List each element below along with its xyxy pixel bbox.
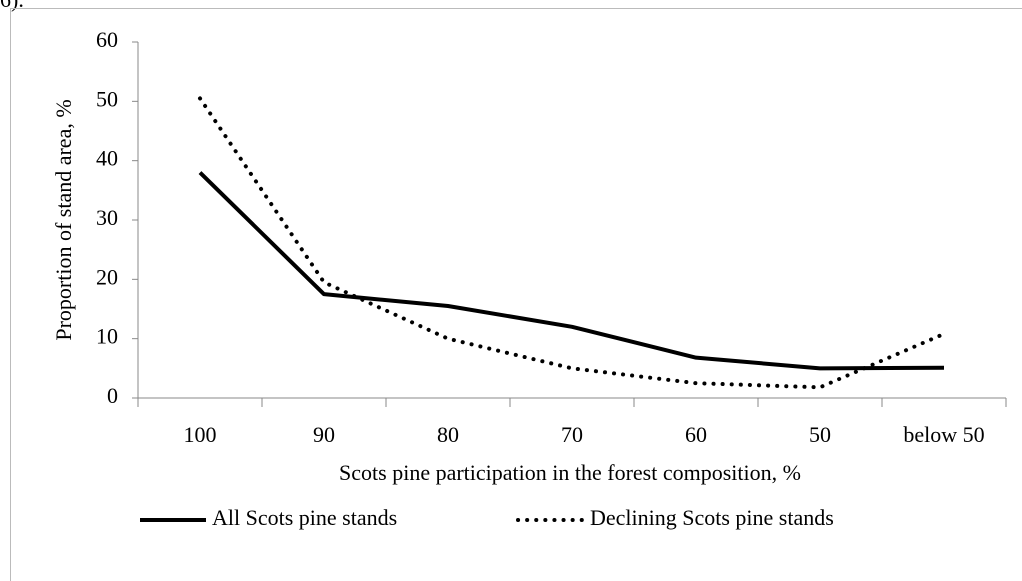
y-tick-label: 20 [96,264,118,289]
x-axis-title: Scots pine participation in the forest c… [339,460,801,485]
y-tick-label: 0 [107,383,118,408]
y-tick-label: 40 [96,146,118,171]
y-tick-label: 50 [96,86,118,111]
x-tick-label: 100 [184,422,217,447]
legend-label: All Scots pine stands [212,505,397,530]
x-tick-label: below 50 [903,422,984,447]
y-tick-label: 60 [96,27,118,52]
caption-fragment: 6). [0,0,24,12]
y-axis-title: Proportion of stand area, % [51,99,76,340]
chart-border [10,8,1022,581]
data-line [198,171,945,371]
x-tick-label: 60 [685,422,707,447]
legend-label: Declining Scots pine stands [590,505,834,530]
x-tick-label: 50 [809,422,831,447]
data-line [198,96,946,390]
y-tick-label: 30 [96,205,118,230]
x-tick-label: 80 [437,422,459,447]
y-tick-label: 10 [96,324,118,349]
x-tick-label: 70 [561,422,583,447]
x-tick-label: 90 [313,422,335,447]
